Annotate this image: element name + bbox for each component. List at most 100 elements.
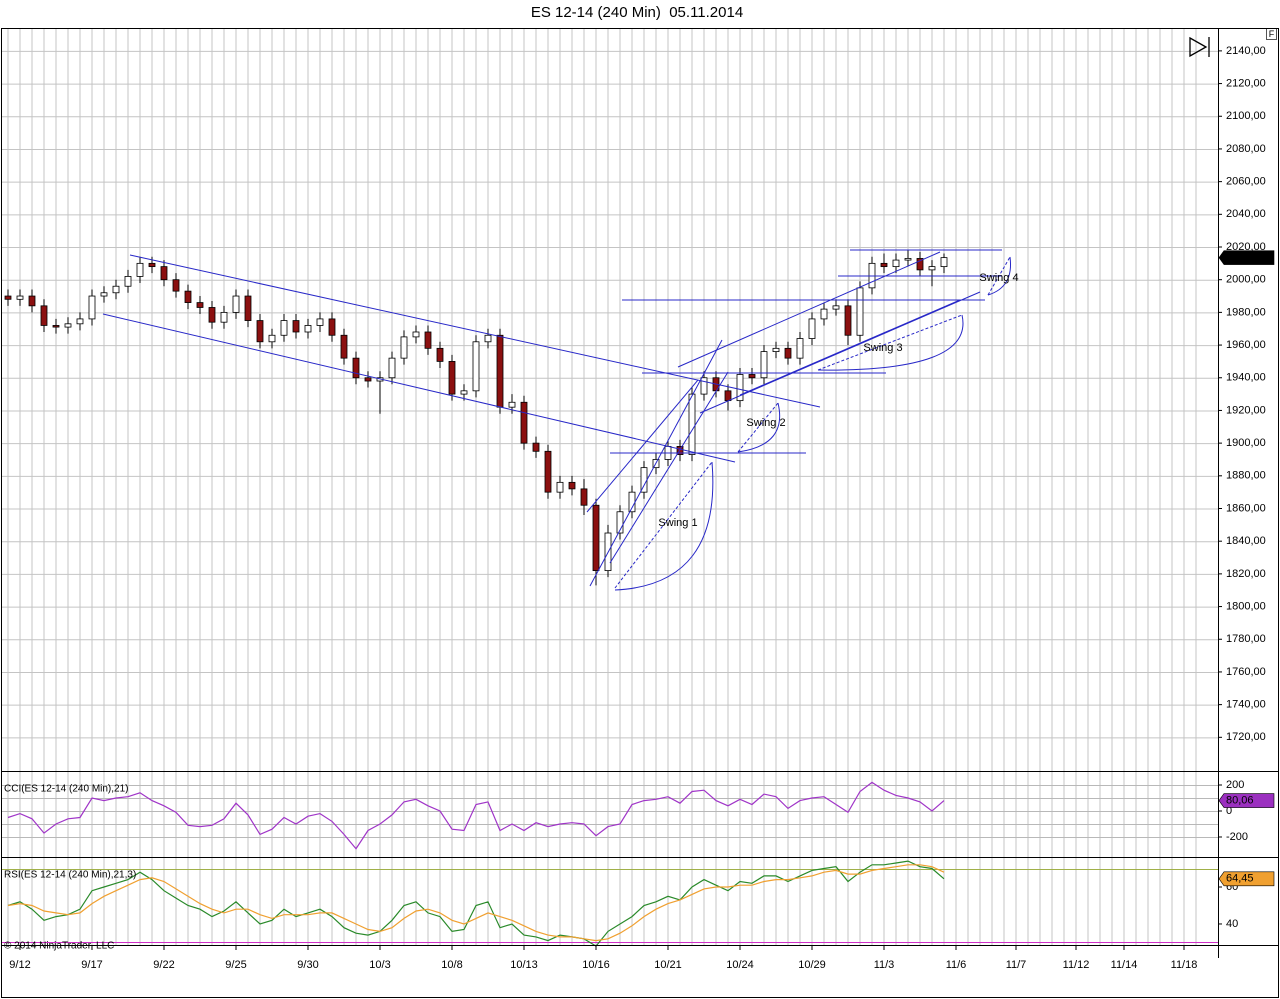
y-tick-label: 2000,00 — [1226, 274, 1266, 286]
candle-body — [160, 266, 168, 281]
x-tick-label: 11/14 — [1111, 959, 1138, 971]
trend-line — [739, 299, 961, 396]
y-tick-label: 0 — [1226, 805, 1232, 817]
copyright: © 2014 NinjaTrader, LLC — [4, 941, 114, 952]
drawings: Swing 1 Swing 2 Swing 3 Swing 4 — [102, 249, 1019, 591]
last-value-box — [1218, 871, 1275, 887]
candle-body — [748, 374, 756, 379]
y-tick-label: 1980,00 — [1226, 306, 1266, 318]
y-tick-label: 2140,00 — [1226, 45, 1266, 57]
y-tick-label: 1840,00 — [1226, 535, 1266, 547]
indicator-title: RSI(ES 12-14 (240 Min),21,3) — [4, 870, 136, 881]
last-value-label: 80,06 — [1226, 794, 1254, 806]
trend-line — [589, 339, 723, 587]
y-tick-label: 40 — [1226, 918, 1238, 930]
y-tick-label: 1920,00 — [1226, 404, 1266, 416]
candle-body — [136, 262, 144, 277]
candle-body — [352, 357, 360, 379]
candle-body — [148, 262, 156, 268]
marks — [4, 250, 948, 947]
trend-line — [609, 371, 729, 564]
indicator-line — [7, 781, 945, 850]
x-tick-label: 11/6 — [946, 959, 967, 971]
button-label[interactable]: F — [1269, 29, 1275, 39]
candle-body — [268, 334, 276, 343]
candle-body — [388, 357, 396, 379]
x-tick-label: 10/16 — [582, 959, 610, 971]
last-value-box — [1218, 793, 1275, 808]
y-tick-label: 1760,00 — [1226, 666, 1266, 678]
swing-arc — [817, 314, 964, 371]
candle-body — [508, 401, 516, 408]
candle-body — [580, 488, 588, 506]
candle-body — [328, 318, 336, 336]
trend-line — [677, 251, 941, 368]
trend-line — [586, 379, 699, 513]
x-tick-label: 10/3 — [369, 959, 390, 971]
candle-body — [496, 334, 504, 408]
chart-title: ES 12-14 (240 Min) 05.11.2014 — [531, 4, 743, 21]
candle-body — [472, 341, 480, 392]
x-tick-label: 10/13 — [510, 959, 538, 971]
y-tick-label: 1800,00 — [1226, 600, 1266, 612]
trend-line — [129, 254, 821, 408]
candle-body — [556, 481, 564, 493]
candle-body — [76, 318, 84, 325]
candle-body — [172, 279, 180, 292]
y-tick-label: 2020,00 — [1226, 241, 1266, 253]
swing-arc — [614, 461, 714, 591]
candle-body — [64, 323, 72, 328]
swing-line — [817, 314, 963, 371]
candle-body — [280, 320, 288, 336]
x-tick-label: 10/29 — [798, 959, 826, 971]
x-tick-label: 10/8 — [441, 959, 462, 971]
play-triangle[interactable] — [1189, 36, 1208, 58]
indicator-title: CCI(ES 12-14 (240 Min),21) — [4, 784, 129, 795]
last-value-label: 2013,50 — [1226, 252, 1266, 264]
y-tick-label: 1940,00 — [1226, 372, 1266, 384]
x-tick-label: 11/7 — [1006, 959, 1027, 971]
candle-body — [844, 305, 852, 336]
candle-body — [124, 276, 132, 287]
grid — [2, 29, 1218, 945]
candle-body — [592, 504, 600, 572]
y-tick-label: 1960,00 — [1226, 339, 1266, 351]
y-tick-label: 1900,00 — [1226, 437, 1266, 449]
y-tick-label: 2120,00 — [1226, 77, 1266, 89]
candle-body — [820, 308, 828, 320]
candle-body — [52, 325, 60, 328]
candle-body — [232, 295, 240, 313]
candle-body — [436, 347, 444, 362]
candle-body — [892, 259, 900, 268]
play-icon[interactable] — [1189, 36, 1210, 58]
candle-body — [904, 258, 912, 261]
candle-body — [808, 318, 816, 339]
button-f[interactable]: F — [1266, 28, 1277, 40]
last-value-box — [1218, 250, 1275, 265]
candle-body — [28, 295, 36, 307]
x-tick-label: 11/3 — [874, 959, 895, 971]
candle-body — [688, 393, 696, 455]
candle-body — [304, 325, 312, 333]
candle-body — [196, 302, 204, 308]
candle-body — [568, 481, 576, 490]
candle-body — [100, 292, 108, 297]
last-value-label: 64,45 — [1226, 873, 1254, 885]
candle-body — [292, 320, 300, 333]
candle-body — [448, 361, 456, 395]
annotation: Swing 3 — [863, 342, 902, 354]
y-tick-label: 2080,00 — [1226, 143, 1266, 155]
candle-body — [208, 307, 216, 323]
candle-body — [520, 401, 528, 444]
frame — [1, 28, 1279, 998]
candle-body — [772, 347, 780, 353]
x-tick-label: 9/12 — [9, 959, 30, 971]
candle-body — [760, 351, 768, 379]
candle-body — [88, 295, 96, 320]
candle-body — [736, 374, 744, 402]
candle-body — [796, 338, 804, 359]
y-tick-label: 2040,00 — [1226, 208, 1266, 220]
swing-arc — [737, 402, 781, 453]
